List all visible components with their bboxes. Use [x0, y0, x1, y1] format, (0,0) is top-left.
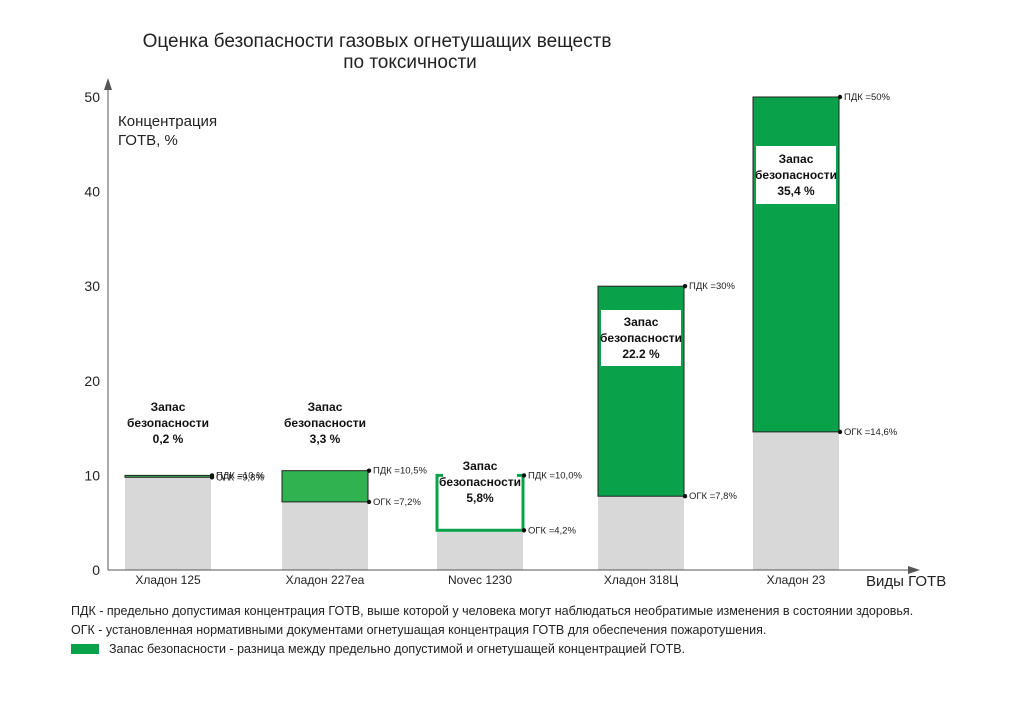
bar-base [437, 530, 523, 570]
pdk-label: ПДК =50% [844, 92, 891, 103]
pdk-label: ПДК =30% [689, 281, 736, 292]
x-axis-arrow-icon [908, 566, 920, 574]
y-axis-label-line-1: Концентрация [118, 113, 217, 130]
margin-label-line: безопасности [284, 416, 366, 430]
margin-label-line: безопасности [600, 331, 682, 345]
margin-label-line: Запас [463, 459, 498, 473]
annotations: ПДК =10 %ОГК =9,8% Запас безопасности 0,2 %… [127, 92, 898, 536]
chart: Оценка безопасности газовых огнетушащих … [84, 31, 946, 590]
margin-label-box [756, 146, 836, 204]
legend: ПДК - предельно допустимая концентрация … [71, 602, 971, 659]
margin-label-line: 0,2 % [153, 432, 184, 446]
y-axis-label-line-2: ГОТВ, % [118, 132, 178, 149]
x-axis-label: Виды ГОТВ [866, 573, 946, 590]
legend-margin: Запас безопасности - разница между преде… [71, 640, 971, 659]
margin-label-line: 5,8% [466, 491, 494, 505]
y-tick-label: 0 [92, 562, 100, 578]
pdk-dot [682, 284, 688, 289]
ogk-label: ОГК =7,8% [689, 491, 737, 502]
margin-label-box [443, 459, 517, 505]
y-tick-label: 40 [84, 184, 100, 200]
ogk-label: ОГК =14,6% [844, 427, 898, 438]
category-label: Хладон 125 [135, 573, 201, 587]
ogk-label: ОГК =9,8% [216, 472, 264, 483]
pdk-label: ПДК =10,5% [373, 466, 427, 477]
bar-base [753, 431, 839, 570]
category-label: Хладон 227еа [286, 573, 365, 587]
category-label: Novec 1230 [448, 573, 512, 587]
pdk-dot [521, 473, 527, 478]
y-tick-label: 50 [84, 89, 100, 105]
margin-label-line: Запас [624, 315, 659, 329]
margin-label-line: 35,4 % [777, 184, 815, 198]
category-label: Хладон 23 [767, 573, 826, 587]
ogk-dot [521, 528, 527, 533]
ogk-dot [837, 429, 843, 435]
legend-margin-text: Запас безопасности - разница между преде… [109, 642, 686, 656]
pdk-label: ПДК =10 % [216, 470, 265, 481]
bar-base [598, 496, 684, 570]
margin-label-box [601, 310, 681, 366]
margin-label-line: Запас [308, 400, 343, 414]
bar-margin [124, 474, 212, 478]
margin-label-line: безопасности [755, 168, 837, 182]
y-ticks: 0 10 20 30 40 50 [84, 89, 100, 578]
margin-label-line: 3,3 % [310, 432, 341, 446]
ogk-label: ОГК =7,2% [373, 497, 421, 508]
chart-title-line-1: Оценка безопасности газовых огнетушащих … [143, 31, 612, 52]
bars: Хладон 125 Хладон 227еа Novec 1230 Хладон 3… [124, 96, 840, 587]
ogk-label: ОГК =4,2% [528, 525, 576, 536]
margin-label-line: безопасности [439, 475, 521, 489]
margin-label-line: Запас [151, 400, 186, 414]
legend-pdk: ПДК - предельно допустимая концентрация … [71, 604, 914, 618]
ogk-dot [682, 494, 688, 499]
legend-margin-swatch [71, 643, 99, 654]
y-tick-label: 10 [84, 467, 100, 483]
margin-label-line: безопасности [127, 416, 209, 430]
legend-ogk: ОГК - установленная нормативными докумен… [71, 623, 767, 637]
margin-label-line: Запас [779, 152, 814, 166]
pdk-label: ПДК =10,0% [528, 470, 582, 481]
y-tick-label: 30 [84, 278, 100, 294]
bar-base [282, 501, 368, 570]
chart-title-line-2: по токсичности [343, 52, 477, 73]
pdk-dot [837, 94, 843, 100]
y-axis-arrow-icon [104, 78, 112, 90]
bar-margin [281, 470, 369, 503]
y-tick-label: 20 [84, 373, 100, 389]
margin-label-line: 22.2 % [622, 347, 660, 361]
pdk-dot [366, 468, 372, 473]
ogk-dot [209, 475, 215, 480]
category-label: Хладон 318Ц [604, 573, 678, 587]
bar-base [125, 477, 211, 570]
ogk-dot [366, 499, 372, 505]
